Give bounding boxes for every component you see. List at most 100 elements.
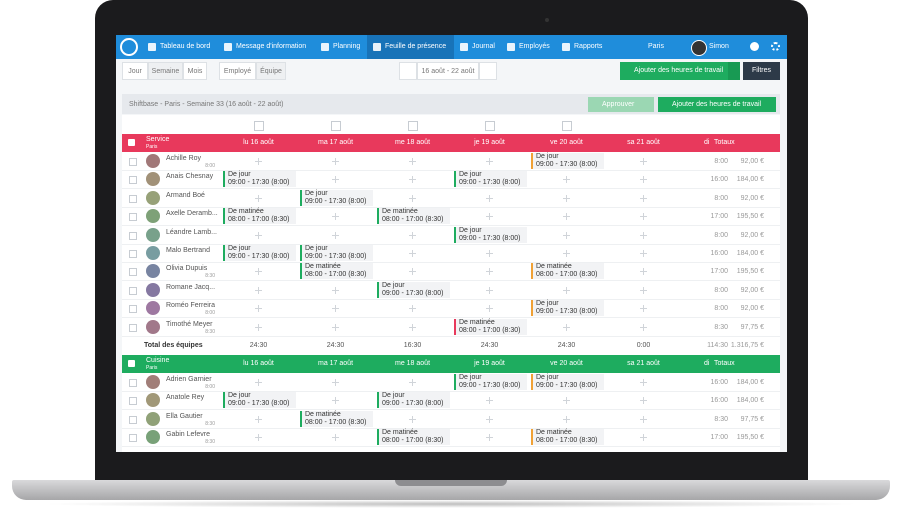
shift-cell[interactable]: De jour 09:00 - 17:30 (8:00): [531, 374, 604, 390]
team-checkbox[interactable]: [128, 139, 135, 146]
shift-cell[interactable]: De matinée 08:00 - 17:00 (8:30): [223, 208, 296, 225]
filter-button[interactable]: Filtres: [743, 62, 780, 80]
nav-icon: [321, 43, 329, 51]
shift-cell[interactable]: De jour 09:00 - 17:30 (8:00): [454, 226, 527, 243]
group-button[interactable]: Employé: [219, 62, 256, 80]
day-total: 24:30: [249, 342, 268, 349]
row-checkbox[interactable]: [129, 286, 137, 295]
nav-icon: [507, 43, 515, 51]
shift-label: De jour: [305, 245, 328, 252]
shift-label: De jour: [228, 245, 251, 252]
day-checkbox[interactable]: [562, 121, 572, 131]
shift-cell[interactable]: De matinée 08:00 - 17:00 (8:30): [377, 429, 450, 446]
row-checkbox[interactable]: [129, 213, 137, 222]
row-checkbox[interactable]: [129, 268, 137, 277]
day-total: 24:30: [480, 342, 499, 349]
row-checkbox[interactable]: [129, 415, 137, 424]
empty-cell plus: [409, 305, 416, 313]
empty-cell plus: [486, 415, 493, 423]
help-icon[interactable]: [750, 42, 759, 51]
day-header: di: [704, 139, 710, 146]
shift-cell[interactable]: De jour 09:00 - 17:30 (8:00): [377, 392, 450, 409]
shift-cell[interactable]: De matinée 08:00 - 17:00 (8:30): [377, 208, 450, 225]
row-checkbox[interactable]: [129, 397, 137, 406]
shift-cell[interactable]: De matinée 08:00 - 17:00 (8:30): [531, 263, 604, 280]
row-checkbox[interactable]: [129, 323, 137, 332]
day-checkbox[interactable]: [485, 121, 495, 131]
shift-cell[interactable]: De matinée 08:00 - 17:00 (8:30): [300, 410, 373, 427]
empty-cell plus: [255, 305, 262, 313]
nav-item[interactable]: Rapports: [574, 43, 603, 50]
nav-item[interactable]: Journal: [472, 43, 495, 50]
shift-cell[interactable]: De jour 09:00 - 17:30 (8:00): [300, 189, 373, 206]
nav-item[interactable]: Message d'information: [236, 43, 307, 50]
day-total: 24:30: [557, 342, 576, 349]
row-border: [122, 409, 780, 411]
shift-cell[interactable]: De jour 09:00 - 17:30 (8:00): [531, 153, 604, 169]
shift-time: 08:00 - 17:00 (8:30): [536, 271, 598, 279]
row-checkbox[interactable]: [129, 379, 137, 387]
shift-label: De matinée: [228, 208, 264, 216]
avatar: [691, 40, 707, 56]
day-checkbox[interactable]: [331, 121, 341, 131]
total-hours: 16:00: [710, 250, 728, 257]
employee-contract: 8:30: [205, 420, 215, 427]
nav-item[interactable]: Employés: [519, 43, 550, 50]
shift-cell[interactable]: De jour 09:00 - 17:30 (8:00): [223, 245, 296, 261]
shift-time: 08:00 - 17:00 (8:30): [382, 437, 444, 445]
employee-contract: 8:00: [205, 163, 215, 169]
empty-cell plus: [640, 379, 647, 386]
view-button[interactable]: Jour: [122, 62, 148, 80]
empty-cell plus: [640, 434, 647, 442]
nav-icon: [224, 43, 232, 51]
row-checkbox[interactable]: [129, 158, 137, 166]
shift-label: De jour: [382, 281, 405, 289]
add-hours-button[interactable]: Ajouter des heures de travail: [658, 97, 776, 112]
team-checkbox[interactable]: [128, 360, 135, 367]
shift-cell[interactable]: De jour 09:00 - 17:30 (8:00): [223, 171, 296, 188]
empty-cell plus: [640, 231, 647, 239]
nav-item[interactable]: Feuille de présence: [385, 43, 447, 50]
row-border: [122, 298, 780, 300]
view-button[interactable]: Mois: [183, 62, 207, 80]
shift-cell[interactable]: De jour 09:00 - 17:30 (8:00): [377, 281, 450, 298]
day-checkbox[interactable]: [254, 121, 264, 131]
nav-location[interactable]: Paris: [648, 43, 664, 50]
row-checkbox[interactable]: [129, 176, 137, 185]
row-checkbox[interactable]: [129, 305, 137, 314]
row-checkbox[interactable]: [129, 231, 137, 240]
total-cost: 195,50 €: [736, 213, 764, 221]
group-button[interactable]: Équipe: [256, 62, 286, 80]
logo[interactable]: [120, 38, 138, 56]
shift-cell[interactable]: De matinée 08:00 - 17:00 (8:30): [531, 429, 604, 446]
date-range[interactable]: 16 août - 22 août: [417, 62, 479, 80]
row-checkbox[interactable]: [129, 250, 137, 258]
shift-cell[interactable]: De matinée 08:00 - 17:00 (8:30): [300, 263, 373, 280]
employee-contract: 8:30: [205, 273, 215, 280]
shift-cell[interactable]: De matinée 08:00 - 17:00 (8:30): [454, 318, 527, 335]
add-button[interactable]: Ajouter des heures de travail: [620, 62, 728, 80]
shift-cell[interactable]: De jour 09:00 - 17:30 (8:00): [454, 171, 527, 188]
day-checkbox[interactable]: [408, 121, 418, 131]
team-name: Cuisine: [146, 357, 170, 364]
settings-icon[interactable]: [771, 42, 780, 51]
employee-avatar: [146, 393, 160, 408]
employee-name: Armand Boé: [166, 191, 205, 199]
add-dropdown[interactable]: [728, 62, 740, 80]
prev-week[interactable]: [399, 62, 417, 80]
approve-button[interactable]: Approuver: [588, 97, 654, 112]
nav-item[interactable]: Planning: [333, 43, 361, 50]
nav-item[interactable]: Tableau de bord: [160, 43, 211, 50]
row-checkbox[interactable]: [129, 194, 137, 203]
empty-cell plus: [563, 286, 570, 294]
employee-avatar: [146, 282, 160, 297]
shift-cell[interactable]: De jour 09:00 - 17:30 (8:00): [454, 374, 527, 390]
shift-cell[interactable]: De jour 09:00 - 17:30 (8:00): [300, 245, 373, 261]
next-week[interactable]: [479, 62, 497, 80]
shift-cell[interactable]: De jour 09:00 - 17:30 (8:00): [223, 392, 296, 409]
shift-time: 09:00 - 17:30 (8:00): [228, 179, 290, 187]
row-checkbox[interactable]: [129, 434, 137, 443]
nav-user[interactable]: Simon: [709, 43, 729, 50]
view-button[interactable]: Semaine: [148, 62, 183, 80]
shift-cell[interactable]: De jour 09:00 - 17:30 (8:00): [531, 300, 604, 317]
